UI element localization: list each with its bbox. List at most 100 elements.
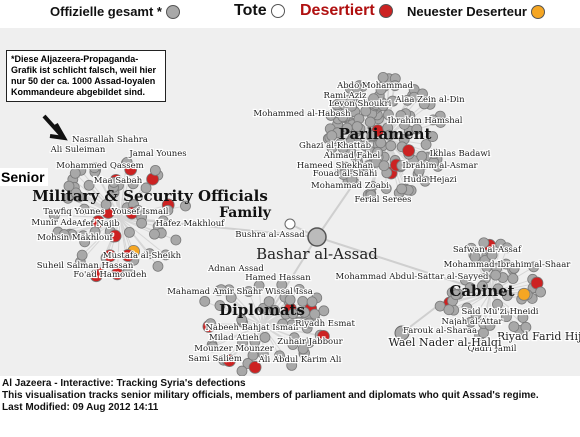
node-official[interactable] xyxy=(492,283,504,295)
node-official[interactable] xyxy=(76,249,88,261)
node-official[interactable] xyxy=(384,129,395,141)
node-official[interactable] xyxy=(269,304,281,316)
node-official[interactable] xyxy=(237,337,248,349)
node-official[interactable] xyxy=(149,164,161,176)
node-official[interactable] xyxy=(199,295,211,307)
node-official[interactable] xyxy=(501,242,513,254)
node-official[interactable] xyxy=(136,217,147,229)
node-official[interactable] xyxy=(207,341,219,353)
node-official[interactable] xyxy=(419,175,431,187)
node-deserted[interactable] xyxy=(103,249,117,263)
node-official[interactable] xyxy=(149,228,160,240)
node-official[interactable] xyxy=(160,249,172,261)
node-official[interactable] xyxy=(465,316,477,328)
node-official[interactable] xyxy=(383,109,394,121)
node-official[interactable] xyxy=(259,332,271,343)
node-official[interactable] xyxy=(402,94,413,106)
node-deserted[interactable] xyxy=(121,249,135,262)
node-official[interactable] xyxy=(325,110,337,121)
node-official[interactable] xyxy=(517,312,529,323)
node-official[interactable] xyxy=(368,93,379,105)
node-official[interactable] xyxy=(469,251,481,263)
node-official[interactable] xyxy=(395,110,407,121)
node-official[interactable] xyxy=(331,99,343,111)
node-official[interactable] xyxy=(309,308,321,320)
node-official[interactable] xyxy=(338,169,349,181)
node-official[interactable] xyxy=(157,215,169,227)
node-official[interactable] xyxy=(253,280,265,292)
node-official[interactable] xyxy=(284,294,296,306)
node-official[interactable] xyxy=(385,140,397,152)
node-official[interactable] xyxy=(205,318,216,329)
node-official[interactable] xyxy=(365,189,377,201)
node-official[interactable] xyxy=(276,279,288,291)
node-official[interactable] xyxy=(428,148,440,160)
node-official[interactable] xyxy=(520,321,532,333)
node-official[interactable] xyxy=(346,100,357,112)
node-official[interactable] xyxy=(249,336,261,348)
node-deserted[interactable] xyxy=(223,354,236,367)
center-node[interactable] xyxy=(307,227,327,247)
node-official[interactable] xyxy=(78,203,90,215)
node-official[interactable] xyxy=(501,311,512,323)
node-official[interactable] xyxy=(127,178,139,190)
node-official[interactable] xyxy=(140,182,152,194)
node-official[interactable] xyxy=(287,308,299,320)
node-official[interactable] xyxy=(152,260,164,272)
node-deserted[interactable] xyxy=(91,215,105,228)
node-official[interactable] xyxy=(346,174,358,186)
node-official[interactable] xyxy=(344,137,356,149)
node-official[interactable] xyxy=(144,248,156,260)
node-official[interactable] xyxy=(484,319,496,331)
node-official[interactable] xyxy=(214,300,226,311)
node-official[interactable] xyxy=(69,167,81,179)
node-official[interactable] xyxy=(501,290,513,301)
node-official[interactable] xyxy=(108,177,120,188)
node-official[interactable] xyxy=(274,350,285,362)
node-official[interactable] xyxy=(215,284,227,295)
node-official[interactable] xyxy=(378,160,390,172)
node-official[interactable] xyxy=(337,142,349,154)
node-official[interactable] xyxy=(366,130,378,142)
node-deserted[interactable] xyxy=(248,360,262,374)
node-official[interactable] xyxy=(257,348,269,360)
node-official[interactable] xyxy=(481,261,493,273)
node-official[interactable] xyxy=(450,289,462,301)
node-official[interactable] xyxy=(297,343,309,355)
node-official[interactable] xyxy=(387,95,398,107)
node-official[interactable] xyxy=(132,205,144,216)
node-official[interactable] xyxy=(427,131,438,142)
node-official[interactable] xyxy=(508,321,520,333)
node-newest[interactable] xyxy=(517,287,531,301)
node-deserted[interactable] xyxy=(108,229,122,243)
node-official[interactable] xyxy=(247,349,259,361)
node-official[interactable] xyxy=(418,98,430,110)
node-official[interactable] xyxy=(477,280,488,292)
node-official[interactable] xyxy=(58,229,70,240)
node-official[interactable] xyxy=(364,116,376,128)
node-official[interactable] xyxy=(461,302,473,314)
node-official[interactable] xyxy=(486,249,498,261)
node-official[interactable] xyxy=(377,71,389,83)
node-official[interactable] xyxy=(48,209,60,221)
node-official[interactable] xyxy=(396,183,408,195)
node-official[interactable] xyxy=(490,269,502,281)
node-official[interactable] xyxy=(299,306,310,318)
node-official[interactable] xyxy=(535,286,546,298)
node-deserted[interactable] xyxy=(317,329,330,343)
node-deserted[interactable] xyxy=(89,269,103,283)
node-official[interactable] xyxy=(326,130,338,142)
node-official[interactable] xyxy=(478,237,490,249)
node-official[interactable] xyxy=(180,200,191,212)
node-official[interactable] xyxy=(411,123,423,135)
node-official[interactable] xyxy=(443,304,455,316)
node-official[interactable] xyxy=(416,150,428,162)
node-official[interactable] xyxy=(528,261,540,273)
node-official[interactable] xyxy=(162,204,174,216)
node-official[interactable] xyxy=(492,298,503,310)
node-official[interactable] xyxy=(427,114,439,126)
node-official[interactable] xyxy=(124,226,135,238)
node-dead[interactable] xyxy=(284,218,296,230)
node-official[interactable] xyxy=(306,296,318,308)
node-official[interactable] xyxy=(63,180,75,192)
